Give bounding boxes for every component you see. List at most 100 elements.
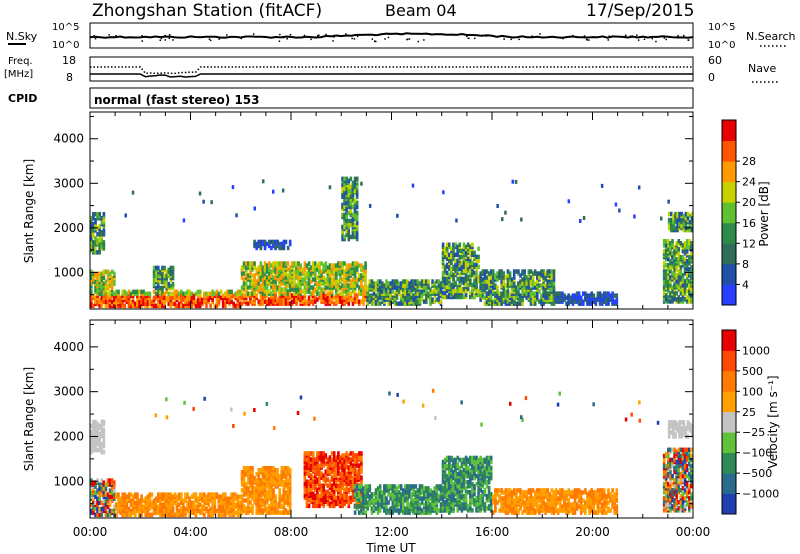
echo-cell (90, 437, 93, 443)
echo-cell (675, 273, 678, 278)
echo-cell (339, 295, 342, 300)
echo-cell (259, 486, 263, 491)
echo-cell (429, 295, 432, 300)
echo-cell (510, 281, 514, 286)
echo-cell (163, 299, 166, 305)
echo-cell (106, 496, 110, 501)
echo-cell (108, 478, 112, 483)
echo-cell (295, 283, 298, 288)
echo-cell (104, 293, 108, 299)
echo-cell (435, 297, 439, 302)
echo-cell (152, 295, 156, 301)
echo-cell (90, 228, 93, 233)
echo-cell (117, 492, 120, 497)
echo-cell (450, 270, 453, 276)
echo-cell (274, 472, 277, 477)
echo-cell (678, 215, 681, 221)
echo-cell (402, 297, 405, 302)
echo-cell (201, 297, 204, 303)
echo-cell (544, 283, 547, 288)
echo-cell (565, 295, 568, 300)
echo-cell (374, 299, 378, 304)
echo-cell (238, 289, 242, 295)
echo-cell (102, 289, 106, 295)
echo-cell (263, 478, 267, 483)
echo-cell (131, 303, 135, 309)
echo-cell (500, 295, 503, 300)
echo-cell (349, 184, 353, 190)
echo-cell (542, 285, 545, 290)
echo-cell (303, 261, 307, 266)
echo-cell (257, 265, 261, 270)
echo-cell (343, 176, 346, 182)
echo-cell (320, 487, 323, 492)
echo-cell (673, 245, 676, 250)
echo-cell (320, 297, 323, 302)
echo-cell (343, 234, 346, 240)
echo-cell (387, 281, 390, 286)
echo-cell (127, 512, 131, 518)
echo-cell (157, 504, 160, 509)
echo-cell (215, 293, 219, 299)
echo-cell (680, 219, 683, 225)
echo-cell (104, 490, 108, 495)
echo-cell (345, 487, 348, 492)
echo-cell (686, 215, 690, 221)
echo-cell (322, 293, 325, 298)
echo-cell (232, 293, 235, 299)
echo-cell (364, 261, 367, 266)
nsearch-dot (467, 37, 469, 39)
echo-cell (615, 293, 619, 298)
nsearch-dot (510, 38, 512, 41)
nsearch-dot (637, 39, 640, 41)
echo-cell (272, 502, 275, 507)
echo-cell (100, 478, 104, 483)
echo-cell (286, 267, 290, 272)
echo-cell (148, 512, 152, 518)
echo-cell (265, 498, 269, 503)
echo-cell (150, 299, 154, 305)
echo-cell (681, 255, 685, 260)
echo-cell (102, 246, 106, 251)
cpid-label: CPID (8, 92, 37, 105)
echo-cell (523, 281, 526, 286)
echo-cell (180, 293, 183, 299)
echo-cell (353, 497, 357, 503)
echo-cell (94, 480, 97, 485)
echo-cell (594, 301, 598, 306)
echo-cell (150, 512, 154, 518)
echo-cell (544, 287, 547, 292)
echo-cell (286, 289, 290, 294)
echo-cell (452, 284, 455, 290)
echo-cell (450, 246, 453, 252)
echo-cell (358, 273, 361, 278)
echo-cell (228, 293, 231, 299)
echo-cell (332, 457, 336, 462)
echo-cell (339, 479, 342, 484)
echo-cell (291, 261, 294, 266)
echo-cell (450, 282, 453, 288)
echo-cell (538, 299, 541, 304)
echo-cell (358, 475, 361, 480)
echo-cell (138, 299, 141, 305)
echo-cell (242, 492, 246, 497)
echo-cell (261, 239, 265, 245)
nsearch-dot (94, 37, 97, 40)
echo-cell (433, 287, 436, 292)
echo-cell (276, 285, 279, 290)
echo-cell (150, 492, 154, 497)
echo-cell (278, 261, 281, 266)
echo-cell (247, 476, 250, 481)
echo-cell (445, 242, 449, 247)
echo-cell (389, 299, 392, 304)
echo-cell (527, 269, 531, 274)
echo-cell (550, 287, 554, 292)
nsearch-dot (384, 38, 386, 40)
echo-cell (460, 260, 464, 266)
echo-cell (203, 492, 206, 497)
echo-cell (322, 483, 325, 488)
echo-cell (552, 281, 556, 286)
echo-cell (94, 212, 97, 217)
echo-cell (445, 252, 449, 258)
echo-cell (108, 508, 112, 514)
